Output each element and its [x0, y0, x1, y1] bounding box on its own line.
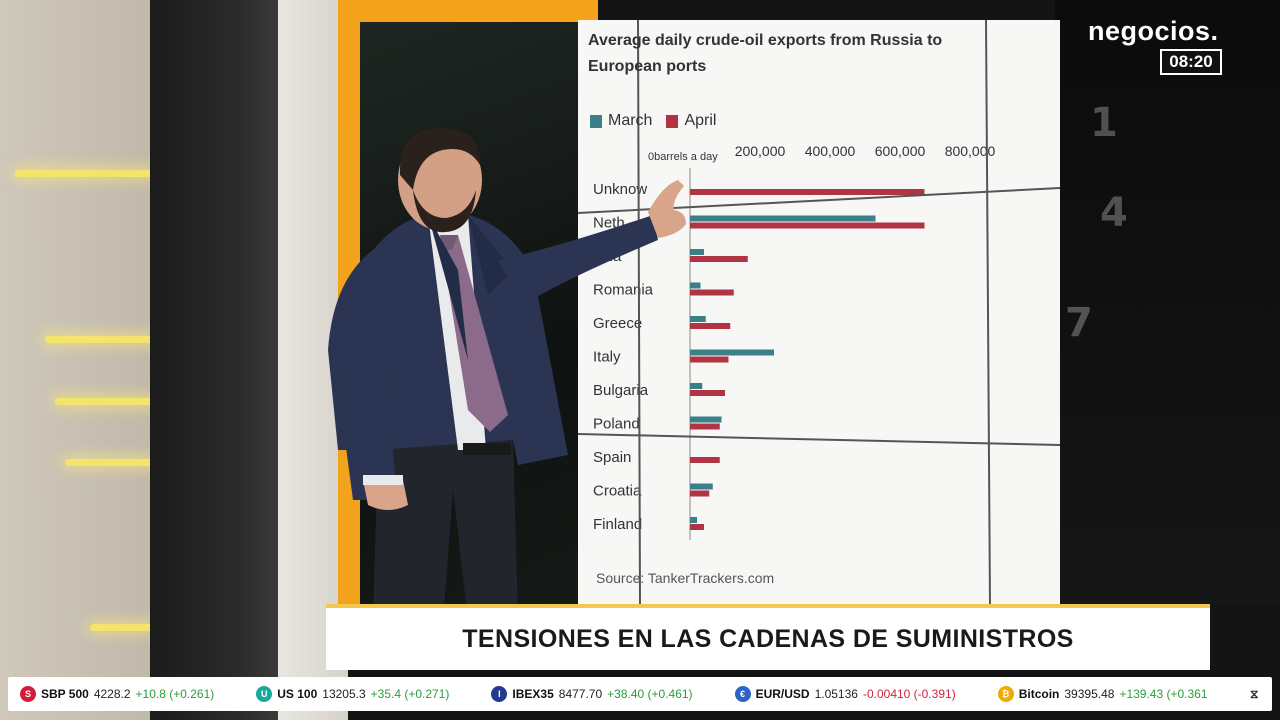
bar-april	[690, 390, 725, 396]
bar-march	[690, 383, 703, 389]
category-label: Croatia	[593, 483, 642, 500]
legend-swatch	[666, 114, 679, 128]
screen-seam	[637, 20, 641, 605]
eurusd-icon: €	[734, 686, 751, 702]
bar-chart: 0barrels a day 200,000 400,000 600,000 800,0…	[578, 20, 1060, 605]
background-digit: 7	[1065, 300, 1093, 346]
bar-april	[690, 356, 729, 363]
ticker-item: ₿ Bitcoin 39395.48 +139.43 (+0.361	[997, 686, 1208, 702]
studio-pillar	[150, 0, 278, 720]
legend-item-april: April	[666, 112, 716, 130]
bar-march	[690, 349, 774, 356]
headline-banner: TENSIONES EN LAS CADENAS DE SUMINISTROS	[326, 604, 1210, 670]
bar-april	[690, 222, 925, 229]
ticker-name: US 100	[277, 687, 318, 701]
ticker-name: IBEX35	[512, 687, 554, 701]
light-strip	[65, 459, 173, 466]
ticker-price: 13205.3	[322, 687, 366, 701]
category-label: Bulgaria	[593, 382, 649, 399]
ticker-name: Bitcoin	[1018, 687, 1060, 701]
screen-seam	[985, 20, 991, 605]
axis-unit-label: 0barrels a day	[648, 151, 718, 163]
bar-march	[690, 249, 704, 255]
bar-march	[690, 416, 722, 423]
background-digit: 1	[1090, 100, 1118, 146]
ticker-name: EUR/USD	[755, 687, 810, 701]
x-tick-label: 200,000	[735, 143, 786, 159]
chart-legend: March April	[590, 112, 716, 130]
bar-march	[690, 316, 706, 322]
screen-seam	[578, 433, 1060, 446]
bar-april	[690, 423, 720, 430]
bar-april	[690, 490, 710, 497]
market-ticker: S SBP 500 4228.2 +10.8 (+0.261) U US 100 13205…	[8, 677, 1272, 711]
clock: 08:20	[1160, 49, 1222, 75]
category-label: Greece	[593, 315, 642, 332]
legend-label: March	[608, 112, 653, 129]
bar-april	[690, 189, 925, 195]
ticker-item: S SBP 500 4228.2 +10.8 (+0.261)	[20, 686, 214, 702]
x-tick-label: 600,000	[875, 143, 926, 159]
category-label: Poland	[593, 416, 640, 433]
light-strip	[55, 398, 180, 405]
bar-april	[690, 457, 720, 463]
ibex35-icon: I	[491, 686, 508, 702]
presenter	[328, 127, 686, 620]
ticker-price: 1.05136	[814, 687, 858, 701]
background-digit: 4	[1100, 190, 1128, 236]
light-strip	[45, 336, 185, 343]
us100-icon: U	[256, 686, 273, 702]
ticker-end-icon: ⧖	[1250, 687, 1259, 701]
bar-april	[690, 524, 704, 530]
bar-march	[690, 282, 701, 289]
headline-text: TENSIONES EN LAS CADENAS DE SUMINISTROS	[462, 624, 1074, 653]
sp500-icon: S	[20, 686, 36, 702]
ticker-change: +139.43 (+0.361	[1119, 687, 1208, 701]
ticker-item: € EUR/USD 1.05136 -0.00410 (-0.391)	[734, 686, 956, 702]
category-label: Finland	[593, 516, 642, 533]
category-label: Unknow	[593, 181, 647, 198]
channel-logo: negocios.	[1088, 16, 1219, 46]
ticker-change: +38.40 (+0.461)	[607, 687, 693, 701]
bar-march	[690, 517, 697, 523]
category-label: Italy	[593, 349, 621, 366]
bar-march	[690, 483, 713, 490]
bar-april	[690, 256, 748, 262]
x-tick-label: 400,000	[805, 143, 856, 159]
ticker-price: 8477.70	[558, 687, 603, 701]
legend-swatch	[590, 114, 602, 128]
legend-item-march: March	[590, 112, 652, 130]
ticker-name: SBP 500	[41, 687, 89, 701]
category-label: Spain	[593, 449, 631, 466]
chart-panel: 0barrels a day 200,000 400,000 600,000 800,0…	[578, 20, 1060, 605]
ticker-item: U US 100 13205.3 +35.4 (+0.271)	[256, 686, 449, 702]
ticker-change: +35.4 (+0.271)	[370, 687, 450, 701]
ticker-change: +10.8 (+0.261)	[135, 687, 215, 701]
ticker-price: 4228.2	[93, 687, 131, 701]
bar-april	[690, 323, 731, 329]
ticker-price: 39395.48	[1064, 687, 1115, 701]
bar-april	[690, 289, 734, 296]
bar-march	[690, 215, 876, 222]
x-tick-label: 800,000	[945, 143, 996, 159]
chart-title: Average daily crude-oil exports from Rus…	[588, 32, 943, 75]
chart-source: Source: TankerTrackers.com	[596, 570, 775, 586]
ticker-item: I IBEX35 8477.70 +38.40 (+0.461)	[491, 686, 693, 702]
light-strip	[90, 624, 156, 631]
light-strip	[15, 170, 198, 177]
ticker-change: -0.00410 (-0.391)	[862, 687, 956, 701]
bitcoin-icon: ₿	[997, 686, 1014, 702]
video-wall-right: 1 4 7	[1055, 0, 1280, 605]
legend-label: April	[684, 112, 717, 129]
